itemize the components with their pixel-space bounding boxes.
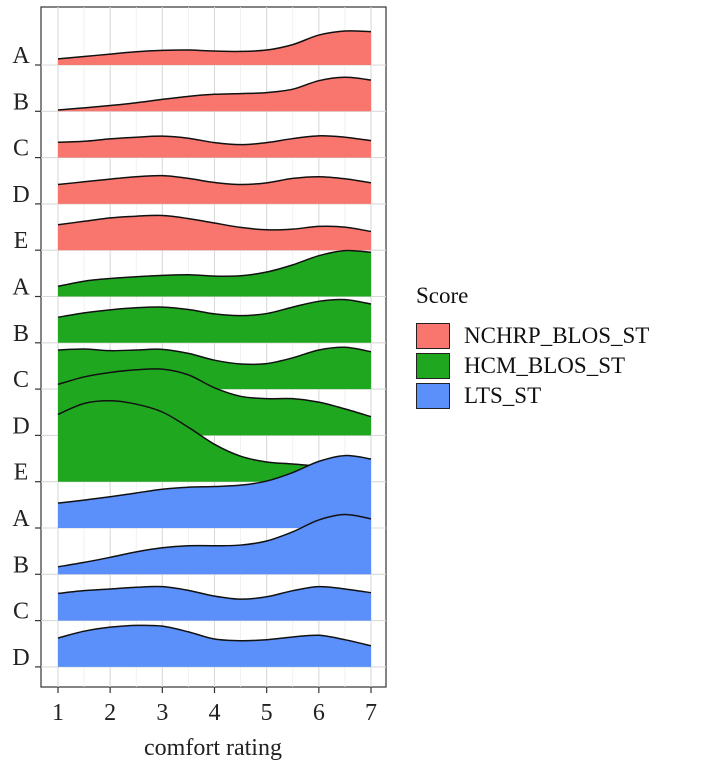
ridge-line	[57, 30, 372, 60]
ridge-line	[57, 174, 372, 186]
legend-key-nchrp	[416, 323, 450, 349]
ridge-area	[58, 175, 371, 204]
y-tick-label: E	[14, 228, 29, 254]
y-tick-label: A	[12, 275, 30, 301]
y-tick-label: C	[13, 367, 29, 393]
ridge-area	[58, 299, 371, 343]
x-tick-label: 2	[104, 700, 116, 726]
ridge-area	[58, 250, 371, 297]
legend-item-hcm: HCM_BLOS_ST	[416, 351, 649, 381]
ridge-line	[57, 454, 372, 504]
y-tick-label: B	[13, 552, 29, 578]
legend-label: HCM_BLOS_ST	[464, 353, 626, 378]
ridge-line	[57, 368, 372, 418]
ridge-line	[57, 76, 372, 111]
ridge-area	[58, 400, 371, 482]
x-tick-label: 3	[156, 700, 168, 726]
y-tick-label: C	[13, 599, 29, 625]
ridge-line	[57, 346, 372, 366]
y-tick-label: B	[13, 89, 29, 115]
x-tick-label: 1	[52, 700, 64, 726]
x-axis: 1 2 3 4 5 6 7	[52, 687, 377, 726]
y-tick-label: D	[12, 645, 29, 671]
legend-item-lts: LTS_ST	[416, 381, 649, 411]
x-tick-label: 5	[261, 700, 273, 726]
ridge-area	[58, 586, 371, 621]
y-tick-label: E	[14, 460, 29, 486]
ridge-line	[57, 214, 372, 233]
y-tick-label: B	[13, 321, 29, 347]
ridge-area	[58, 215, 371, 251]
y-tick-label: C	[13, 136, 29, 162]
ridge-area	[58, 77, 371, 112]
ridge-area	[58, 135, 371, 158]
ridge-area	[58, 514, 371, 575]
legend-item-nchrp: NCHRP_BLOS_ST	[416, 321, 649, 351]
y-tick-label: A	[12, 506, 30, 532]
x-axis-title: comfort rating	[144, 735, 282, 761]
x-tick-label: 6	[313, 700, 325, 726]
x-tick-label: 4	[209, 700, 221, 726]
ridge-line	[57, 249, 372, 288]
y-tick-label: D	[12, 413, 29, 439]
legend-label: NCHRP_BLOS_ST	[464, 323, 650, 348]
ridge-line	[57, 513, 372, 568]
legend: Score NCHRP_BLOS_ST HCM_BLOS_ST LTS_ST	[416, 283, 649, 411]
ridge-line	[57, 135, 372, 146]
y-tick-label: A	[12, 43, 30, 69]
ridge-area	[58, 625, 371, 667]
ridge-line	[57, 624, 372, 647]
y-tick-label: D	[12, 182, 29, 208]
ridge-area	[58, 455, 371, 528]
legend-label: LTS_ST	[464, 383, 542, 408]
ridge-line	[57, 585, 372, 600]
legend-title: Score	[416, 283, 469, 308]
ridge-line	[57, 298, 372, 319]
x-tick-label: 7	[365, 700, 377, 726]
legend-key-lts	[416, 383, 450, 409]
ridges	[57, 30, 372, 667]
legend-key-hcm	[416, 353, 450, 379]
ridge-area	[58, 30, 371, 65]
